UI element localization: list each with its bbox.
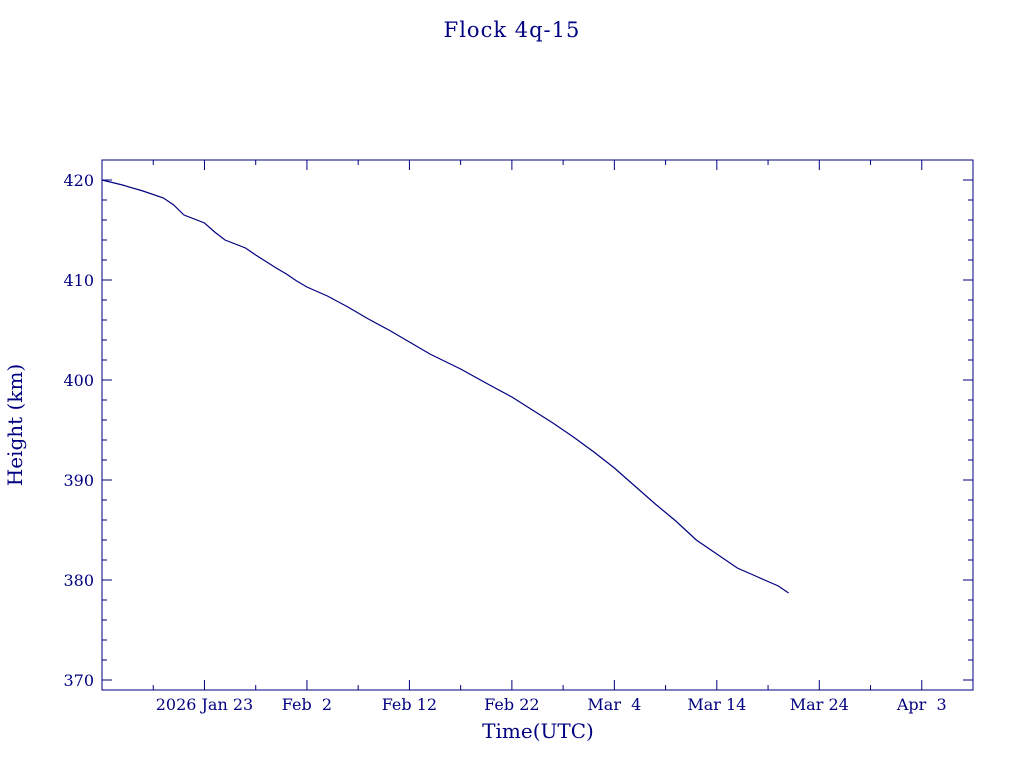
- y-tick-label: 370: [63, 671, 94, 690]
- y-axis-title: Height (km): [3, 364, 27, 486]
- y-tick-label: 390: [63, 471, 94, 490]
- series-line-height: [101, 179, 789, 594]
- x-tick-label: Mar 14: [687, 695, 746, 714]
- x-tick-label: Mar 24: [790, 695, 849, 714]
- x-tick-label: Feb 12: [382, 695, 437, 714]
- x-tick-label: Feb 22: [484, 695, 539, 714]
- y-tick-label: 410: [63, 271, 94, 290]
- chart-title: Flock 4q-15: [444, 18, 581, 42]
- axis-ticks: [101, 159, 974, 690]
- y-tick-label: 420: [63, 171, 94, 190]
- y-tick-label: 380: [63, 571, 94, 590]
- y-tick-labels: 370 380 390 400 410 420: [63, 171, 94, 690]
- x-axis-title: Time(UTC): [482, 719, 594, 743]
- x-tick-labels: 2026 Jan 23 Feb 2 Feb 12 Feb 22 Mar 4 Mar 14 M…: [156, 695, 947, 714]
- x-tick-label: Feb 2: [282, 695, 332, 714]
- plot-frame: [101, 159, 974, 691]
- y-tick-label: 400: [63, 371, 94, 390]
- x-tick-label: Mar 4: [587, 695, 641, 714]
- x-tick-label: Apr 3: [896, 695, 947, 714]
- x-tick-label: 2026 Jan 23: [156, 695, 254, 714]
